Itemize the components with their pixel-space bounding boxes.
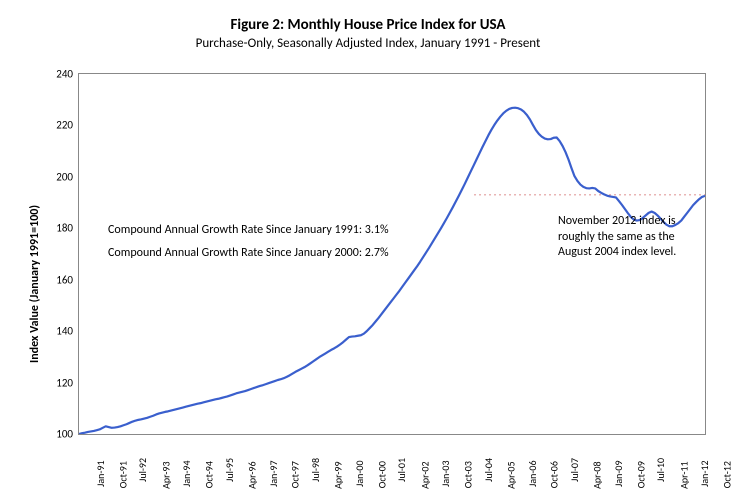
x-tick-label: Oct-03 (460, 434, 475, 461)
y-axis-label: Index Value (January 1991=100) (28, 205, 42, 363)
x-tick-label: Jul-98 (307, 434, 322, 458)
note-line: August 2004 index level. (558, 245, 676, 261)
y-tick-label: 120 (56, 376, 79, 389)
x-tick-label: Jan-09 (610, 434, 625, 460)
cagr-1991-annotation: Compound Annual Growth Rate Since Januar… (108, 223, 389, 237)
y-tick-label: 100 (56, 428, 79, 441)
x-tick-label: Jul-92 (134, 434, 149, 458)
note-line: November 2012 index is (558, 214, 676, 230)
x-tick-label: Oct-06 (546, 434, 561, 461)
x-tick-label: Apr-96 (244, 434, 259, 461)
x-tick-label: Jul-07 (566, 434, 581, 458)
x-tick-label: Apr-02 (417, 434, 432, 461)
x-tick-label: Jan-00 (351, 434, 366, 460)
y-tick-label: 140 (56, 325, 79, 338)
index-level-note: November 2012 index is roughly the same … (558, 214, 676, 261)
x-tick-label: Jan-12 (697, 434, 712, 460)
x-tick-label: Oct-94 (200, 434, 215, 461)
x-tick-label: Apr-05 (503, 434, 518, 461)
chart-subtitle: Purchase-Only, Seasonally Adjusted Index… (0, 36, 736, 51)
x-tick-label: Oct-97 (287, 434, 302, 461)
y-tick-label: 220 (56, 119, 79, 132)
y-tick-label: 240 (56, 68, 79, 81)
x-tick-label: Jan-06 (524, 434, 539, 460)
x-tick-label: Oct-91 (114, 434, 129, 461)
x-tick-label: Oct-09 (632, 434, 647, 461)
x-tick-label: Jul-01 (393, 434, 408, 458)
x-tick-label: Jan-91 (92, 434, 107, 460)
hpi-series-line (79, 108, 705, 434)
note-line: roughly the same as the (558, 230, 676, 246)
y-tick-label: 160 (56, 273, 79, 286)
x-tick-label: Apr-08 (589, 434, 604, 461)
x-tick-label: Jan-97 (265, 434, 280, 460)
y-tick-label: 180 (56, 222, 79, 235)
y-tick-label: 200 (56, 170, 79, 183)
x-tick-label: Apr-11 (676, 434, 691, 461)
x-tick-label: Jul-95 (220, 434, 235, 458)
x-tick-label: Oct-12 (719, 434, 734, 461)
x-tick-label: Jan-03 (438, 434, 453, 460)
chart-title: Figure 2: Monthly House Price Index for … (0, 16, 736, 34)
x-tick-label: Apr-93 (157, 434, 172, 461)
x-tick-label: Oct-00 (373, 434, 388, 461)
x-tick-label: Jan-94 (179, 434, 194, 460)
x-tick-label: Jul-04 (480, 434, 495, 458)
x-tick-label: Jul-10 (652, 434, 667, 458)
x-tick-label: Apr-99 (330, 434, 345, 461)
cagr-2000-annotation: Compound Annual Growth Rate Since Januar… (108, 246, 389, 260)
